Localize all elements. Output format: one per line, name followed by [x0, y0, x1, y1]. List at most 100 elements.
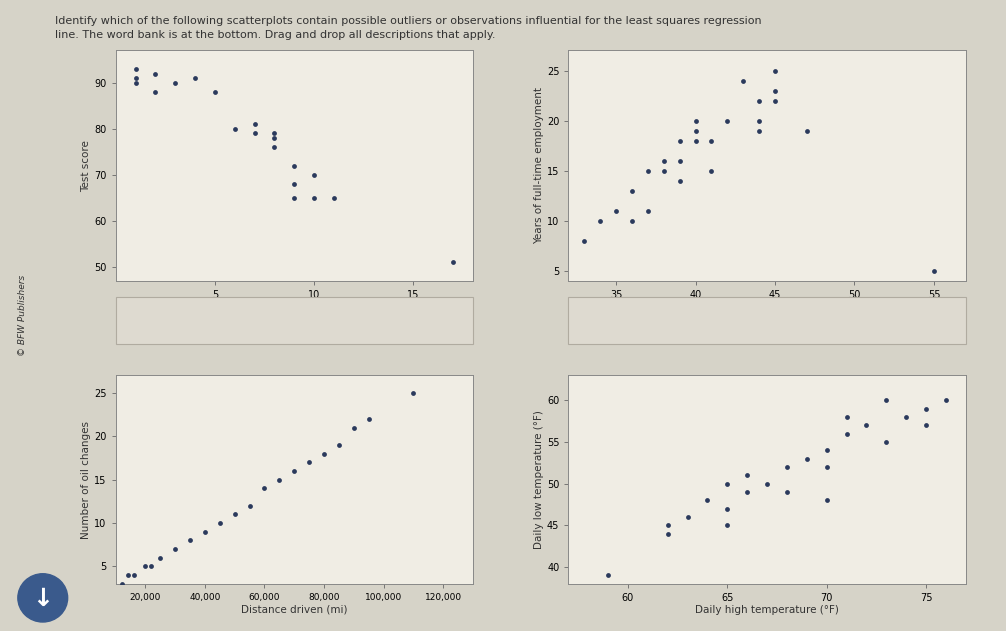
Text: Identify which of the following scatterplots contain possible outliers or observ: Identify which of the following scatterp… [55, 16, 762, 26]
Point [672, 136, 688, 146]
Point [267, 142, 283, 152]
Point [656, 156, 672, 166]
Point [600, 570, 616, 581]
Point [624, 216, 640, 226]
Point [779, 487, 795, 497]
Point [759, 479, 775, 489]
Text: line. The word bank is at the bottom. Drag and drop all descriptions that apply.: line. The word bank is at the bottom. Dr… [55, 30, 496, 40]
Point [143, 562, 159, 572]
Point [128, 78, 144, 88]
Point [226, 124, 242, 134]
Point [839, 412, 855, 422]
Point [346, 423, 362, 433]
Point [687, 126, 703, 136]
Point [751, 95, 768, 105]
Y-axis label: Test score: Test score [81, 139, 92, 192]
Point [128, 73, 144, 83]
Point [640, 165, 656, 175]
Point [687, 136, 703, 146]
Point [751, 126, 768, 136]
Point [593, 216, 609, 226]
Point [917, 420, 934, 430]
Point [719, 115, 735, 126]
Point [719, 504, 735, 514]
Y-axis label: Daily low temperature (°F): Daily low temperature (°F) [534, 410, 544, 549]
Point [246, 128, 263, 138]
Point [267, 133, 283, 143]
Point [624, 186, 640, 196]
Point [128, 64, 144, 74]
Point [656, 165, 672, 175]
Point [687, 115, 703, 126]
Point [703, 165, 719, 175]
Point [114, 579, 130, 589]
Point [207, 87, 223, 97]
Point [167, 78, 183, 88]
Point [246, 119, 263, 129]
Point [120, 570, 136, 580]
Text: © BFW Publishers: © BFW Publishers [18, 275, 26, 356]
Point [286, 179, 302, 189]
Point [719, 479, 735, 489]
Point [819, 445, 835, 456]
Point [703, 136, 719, 146]
Point [197, 526, 213, 536]
Point [839, 428, 855, 439]
Point [767, 95, 783, 105]
Point [719, 521, 735, 531]
Point [301, 457, 317, 467]
Point [272, 475, 288, 485]
Point [679, 512, 695, 522]
Point [286, 466, 302, 476]
Point [699, 495, 715, 505]
Point [672, 175, 688, 186]
Point [819, 495, 835, 505]
Point [286, 193, 302, 203]
Point [660, 521, 676, 531]
Point [819, 462, 835, 472]
Point [226, 509, 242, 519]
Point [147, 87, 163, 97]
Point [878, 396, 894, 406]
Point [799, 454, 815, 464]
Y-axis label: Number of oil changes: Number of oil changes [81, 420, 92, 539]
Point [126, 570, 142, 580]
Text: ↓: ↓ [32, 587, 53, 611]
Point [938, 396, 954, 406]
Point [878, 437, 894, 447]
X-axis label: Daily high temperature (°F): Daily high temperature (°F) [695, 606, 839, 615]
Point [660, 529, 676, 539]
Point [360, 414, 376, 424]
Point [576, 236, 593, 246]
Point [779, 462, 795, 472]
Point [405, 387, 422, 398]
Point [306, 193, 322, 203]
Point [306, 170, 322, 180]
Point [445, 257, 461, 268]
Circle shape [18, 574, 67, 622]
Point [138, 562, 154, 572]
Point [286, 160, 302, 170]
Point [739, 470, 756, 480]
Point [316, 449, 332, 459]
Point [326, 193, 342, 203]
Point [735, 76, 751, 86]
Point [751, 115, 768, 126]
Point [926, 266, 942, 276]
Point [739, 487, 756, 497]
Point [241, 500, 258, 510]
X-axis label: Number of incorrect answers: Number of incorrect answers [218, 303, 370, 312]
Point [672, 156, 688, 166]
Point [147, 69, 163, 79]
X-axis label: Distance driven (mi): Distance driven (mi) [241, 604, 347, 615]
Point [917, 404, 934, 414]
Point [767, 85, 783, 95]
Point [608, 206, 624, 216]
Point [212, 518, 228, 528]
Point [152, 553, 168, 563]
Point [858, 420, 874, 430]
Point [331, 440, 347, 450]
Point [799, 126, 815, 136]
Point [767, 66, 783, 76]
Point [182, 535, 198, 545]
